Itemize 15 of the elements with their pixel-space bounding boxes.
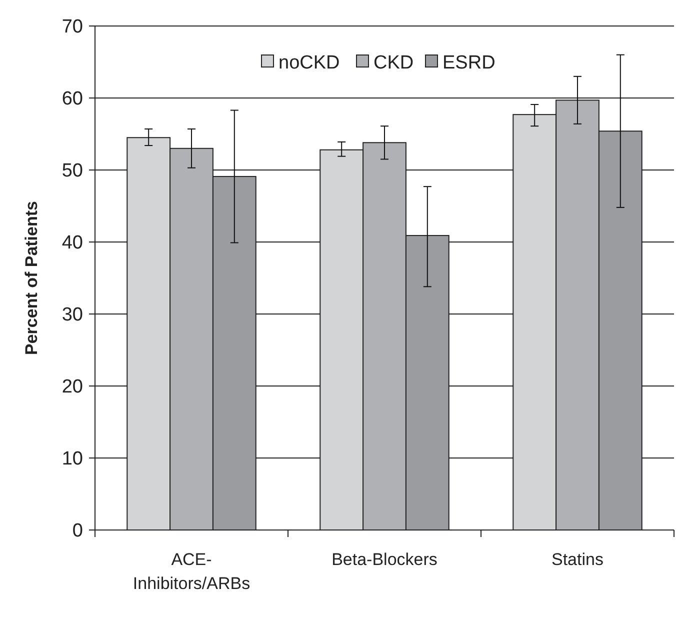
legend-label: ESRD [442, 52, 496, 74]
legend-label: CKD [374, 52, 414, 74]
y-tick-label: 60 [62, 88, 83, 110]
y-tick-label: 20 [62, 376, 83, 398]
y-tick-label: 10 [62, 448, 83, 470]
x-tick-label: ACE-Inhibitors/ARBs [132, 550, 250, 593]
y-tick-label: 40 [62, 232, 83, 254]
y-tick-label: 0 [72, 520, 83, 542]
legend-label: noCKD [278, 52, 340, 74]
x-tick-label: Beta-Blockers [332, 550, 438, 569]
y-tick-label: 50 [62, 160, 83, 182]
y-axis-title: Percent of Patients [22, 201, 41, 355]
y-tick-label: 30 [62, 304, 83, 326]
y-tick-label: 70 [62, 16, 83, 38]
x-tick-label: Statins [552, 550, 604, 569]
